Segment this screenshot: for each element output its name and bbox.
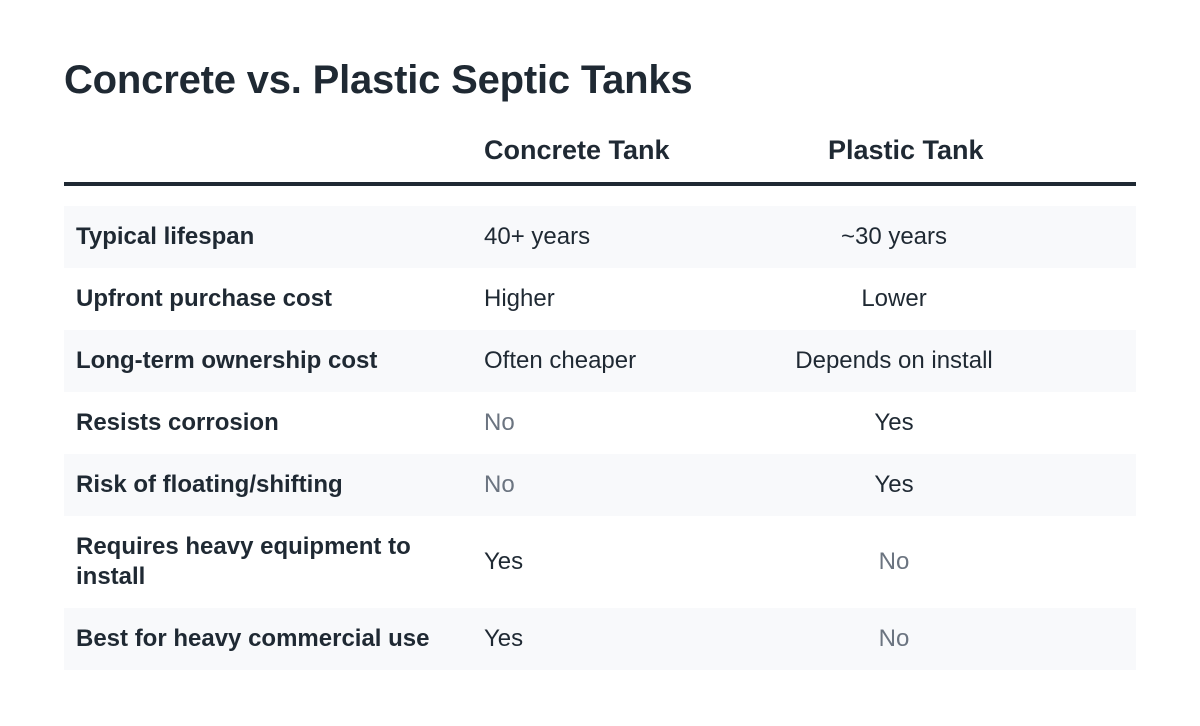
- concrete-value: Yes: [484, 625, 524, 652]
- page-title: Concrete vs. Plastic Septic Tanks: [64, 58, 693, 102]
- row-label: Upfront purchase cost: [76, 285, 333, 312]
- column-header-concrete: Concrete Tank: [484, 135, 670, 165]
- concrete-value: No: [484, 471, 515, 498]
- column-header-plastic: Plastic Tank: [828, 135, 984, 165]
- table-header: Concrete Tank Plastic Tank: [64, 124, 1136, 186]
- table-row: Best for heavy commercial use Yes No: [64, 608, 1136, 670]
- row-label: Resists corrosion: [76, 409, 279, 436]
- table-body: Typical lifespan 40+ years ~30 years Upf…: [64, 206, 1136, 670]
- row-label: Long-term ownership cost: [76, 347, 378, 374]
- concrete-value: Higher: [484, 285, 555, 312]
- table-row: Typical lifespan 40+ years ~30 years: [64, 206, 1136, 268]
- table-row: Requires heavy equipment to install Yes …: [64, 516, 1136, 608]
- row-label: Typical lifespan: [76, 223, 255, 250]
- concrete-value: 40+ years: [484, 223, 591, 250]
- plastic-value: No: [878, 548, 910, 575]
- plastic-value: No: [878, 625, 910, 652]
- row-label: Best for heavy commercial use: [76, 625, 430, 652]
- comparison-table: Concrete Tank Plastic Tank Typical lifes…: [64, 124, 1136, 670]
- plastic-value: ~30 years: [840, 223, 948, 250]
- plastic-value: Lower: [861, 285, 927, 312]
- concrete-value: No: [484, 409, 515, 436]
- table-row: Resists corrosion No Yes: [64, 392, 1136, 454]
- plastic-value: Yes: [874, 471, 914, 498]
- table-row: Upfront purchase cost Higher Lower: [64, 268, 1136, 330]
- table-row: Risk of floating/shifting No Yes: [64, 454, 1136, 516]
- row-label: Requires heavy equipment to install: [76, 533, 411, 590]
- row-label: Risk of floating/shifting: [76, 471, 343, 498]
- concrete-value: Often cheaper: [484, 347, 637, 374]
- concrete-value: Yes: [484, 548, 524, 575]
- table-row: Long-term ownership cost Often cheaper D…: [64, 330, 1136, 392]
- plastic-value: Depends on install: [795, 347, 993, 374]
- plastic-value: Yes: [874, 409, 914, 436]
